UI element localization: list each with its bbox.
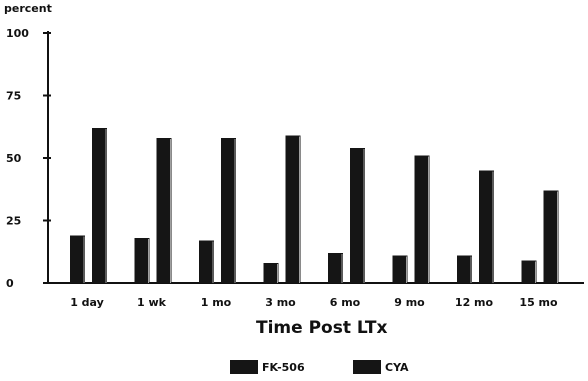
x-tick-label: 15 mo bbox=[519, 296, 558, 309]
y-tick-label: 100 bbox=[6, 27, 29, 40]
legend-item-cya: CYA bbox=[353, 357, 409, 377]
bar-cya-7 bbox=[543, 190, 559, 283]
x-tick-labels: 1 day 1 wk 1 mo 3 mo 6 mo 9 mo 12 mo 15 mo bbox=[70, 296, 558, 309]
y-tick-label: 50 bbox=[6, 152, 22, 165]
bar-fk506-4 bbox=[328, 253, 343, 283]
bar-fk506-7 bbox=[521, 260, 537, 283]
x-tick-label: 1 wk bbox=[137, 296, 167, 309]
y-tick-label: 0 bbox=[6, 277, 14, 290]
x-tick-label: 6 mo bbox=[330, 296, 361, 309]
x-tick-label: 1 day bbox=[70, 296, 104, 309]
legend-label: FK-506 bbox=[262, 360, 305, 374]
bar-cya-4 bbox=[350, 148, 365, 283]
bar-fk506-3 bbox=[263, 263, 279, 283]
bar-cya-1 bbox=[156, 138, 172, 283]
x-tick-label: 9 mo bbox=[394, 296, 425, 309]
bar-fk506-0 bbox=[70, 235, 85, 283]
bar-fk506-6 bbox=[457, 255, 472, 283]
bar-fk506-2 bbox=[199, 240, 214, 283]
bar-cya-0 bbox=[92, 128, 107, 283]
x-tick-label: 1 mo bbox=[201, 296, 232, 309]
bar-fk506-5 bbox=[392, 255, 408, 283]
bar-cya-3 bbox=[285, 135, 301, 283]
legend-swatch bbox=[353, 360, 381, 374]
y-ticks: 0 25 50 75 100 bbox=[6, 27, 51, 290]
bar-cya-2 bbox=[221, 138, 236, 283]
bar-fk506-1 bbox=[134, 238, 150, 283]
legend-item-fk506: FK-506 bbox=[230, 357, 305, 377]
axes bbox=[47, 31, 584, 284]
x-tick-label: 12 mo bbox=[455, 296, 494, 309]
legend-label: CYA bbox=[385, 360, 409, 374]
bar-cya-5 bbox=[414, 155, 430, 283]
bar-cya-6 bbox=[479, 170, 494, 283]
legend-swatch bbox=[230, 360, 258, 374]
x-axis-label: Time Post LTx bbox=[256, 318, 388, 338]
y-axis-label: percent bbox=[4, 2, 52, 15]
y-tick-label: 25 bbox=[6, 215, 21, 228]
bars bbox=[70, 128, 559, 283]
y-tick-label: 75 bbox=[6, 90, 21, 103]
x-tick-label: 3 mo bbox=[265, 296, 296, 309]
